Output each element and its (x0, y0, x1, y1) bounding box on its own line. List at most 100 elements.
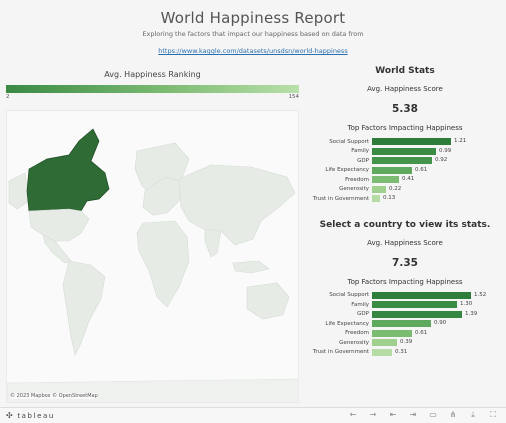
world-factors-title: Top Factors Impacting Happiness (347, 124, 463, 132)
factor-label: GDP (357, 157, 369, 164)
world-score-label: Avg. Happiness Score (367, 85, 443, 93)
redo-icon[interactable]: → (369, 410, 377, 419)
factor-value: 0.13 (383, 195, 396, 202)
factor-row[interactable]: Life Expectancy 0.90 (310, 319, 500, 329)
tableau-logo-icon: ✣ (6, 411, 15, 420)
world-map-canvas[interactable] (7, 111, 299, 403)
factor-value: 0.90 (434, 320, 447, 327)
world-score-value: 5.38 (392, 103, 418, 115)
factor-row[interactable]: Social Support 1.52 (310, 291, 500, 301)
factor-bar[interactable] (372, 176, 399, 184)
factor-label: GDP (357, 311, 369, 318)
factor-label: Life Expectancy (325, 167, 369, 174)
factor-row[interactable]: Trust in Government 0.31 (310, 348, 500, 358)
factor-bar[interactable] (372, 166, 412, 174)
factor-row[interactable]: Family 0.99 (310, 147, 500, 157)
factor-bar[interactable] (372, 320, 431, 328)
factor-label: Freedom (345, 176, 369, 183)
factor-bar[interactable] (372, 339, 397, 347)
ranking-color-scale (6, 85, 299, 93)
pause-icon[interactable]: ⇥ (409, 410, 417, 419)
page-title: World Happiness Report (160, 9, 346, 27)
factor-label: Trust in Government (312, 349, 369, 356)
ranking-title: Avg. Happiness Ranking (104, 70, 201, 79)
stats-panel: World Stats Avg. Happiness Score 5.38 To… (310, 66, 500, 357)
factor-row[interactable]: GDP 1.39 (310, 310, 500, 320)
factor-value: 0.99 (439, 147, 452, 154)
factor-value: 0.61 (415, 329, 428, 336)
factor-row[interactable]: Family 1.30 (310, 300, 500, 310)
factor-row[interactable]: Generosity 0.39 (310, 338, 500, 348)
toolbar-icons: ← → ⇤ ⇥ ▭ ⋔ ⤓ ⛶ (348, 410, 498, 420)
country-alaska[interactable] (8, 172, 30, 210)
factor-bar[interactable] (372, 195, 380, 203)
factor-bar[interactable] (372, 138, 451, 146)
country-score-value: 7.35 (392, 256, 418, 269)
factor-row[interactable]: Trust in Government 0.13 (310, 194, 500, 204)
undo-icon[interactable]: ← (349, 410, 357, 419)
world-map[interactable]: © 2023 Mapbox © OpenStreetMap (6, 110, 299, 403)
factor-value: 0.31 (395, 348, 408, 355)
factor-label: Generosity (339, 186, 369, 193)
download-icon[interactable]: ⤓ (471, 410, 475, 419)
factor-bar[interactable] (372, 157, 432, 165)
factor-value: 0.92 (435, 157, 448, 164)
tableau-logo[interactable]: ✣ tableau (6, 411, 55, 420)
factor-value: 1.30 (460, 301, 473, 308)
factor-value: 1.21 (454, 138, 467, 145)
factor-bar[interactable] (372, 348, 392, 356)
continent-antarctica[interactable] (7, 378, 299, 403)
factor-label: Social Support (329, 138, 369, 145)
factor-row[interactable]: Life Expectancy 0.61 (310, 166, 500, 176)
dashboard-header: World Happiness Report Exploring the fac… (0, 0, 506, 57)
factor-value: 0.22 (389, 185, 402, 192)
factor-value: 1.52 (474, 291, 487, 298)
factor-bar[interactable] (372, 147, 436, 155)
factor-value: 0.61 (415, 166, 428, 173)
map-credit[interactable]: © 2023 Mapbox © OpenStreetMap (10, 393, 98, 399)
ranking-min-label: 2 (6, 94, 10, 100)
factor-label: Freedom (345, 330, 369, 337)
factor-label: Generosity (339, 339, 369, 346)
tableau-logo-text: tableau (17, 411, 55, 420)
country-australia[interactable] (246, 282, 290, 320)
factor-row[interactable]: Freedom 0.61 (310, 329, 500, 339)
factor-bar[interactable] (372, 185, 386, 193)
world-stats-title: World Stats (375, 66, 435, 76)
share-icon[interactable]: ⋔ (449, 410, 457, 419)
ranking-max-label: 154 (288, 94, 300, 100)
factor-bar[interactable] (372, 329, 412, 337)
fullscreen-icon[interactable]: ⛶ (490, 410, 496, 419)
factor-bar[interactable] (372, 310, 462, 318)
factor-row[interactable]: Generosity 0.22 (310, 185, 500, 195)
country-indonesia[interactable] (232, 260, 270, 274)
factor-value: 1.39 (465, 310, 478, 317)
factor-label: Family (351, 148, 369, 155)
continent-asia[interactable] (178, 164, 296, 246)
comment-icon[interactable]: ▭ (429, 410, 437, 419)
page-subtitle: Exploring the factors that impact our ha… (142, 30, 364, 38)
country-usa[interactable] (28, 208, 90, 242)
factor-bar[interactable] (372, 291, 471, 299)
continent-africa[interactable] (136, 220, 190, 308)
country-factors-chart: Social Support 1.52 Family 1.30 GDP 1.39 Life … (310, 291, 500, 358)
factor-row[interactable]: GDP 0.92 (310, 156, 500, 166)
ranking-legend: Avg. Happiness Ranking 2 154 (6, 70, 299, 100)
factor-label: Trust in Government (312, 195, 369, 202)
factor-bar[interactable] (372, 301, 457, 309)
continent-south-america[interactable] (62, 260, 106, 356)
revert-icon[interactable]: ⇤ (389, 410, 397, 419)
country-canada[interactable] (26, 128, 110, 212)
world-factors-chart: Social Support 1.21 Family 0.99 GDP 0.92 Life … (310, 137, 500, 204)
factor-label: Social Support (329, 292, 369, 299)
factor-row[interactable]: Freedom 0.41 (310, 175, 500, 185)
continent-europe[interactable] (142, 176, 182, 216)
country-mexico[interactable] (42, 234, 72, 264)
factor-row[interactable]: Social Support 1.21 (310, 137, 500, 147)
factor-label: Family (351, 301, 369, 308)
country-score-label: Avg. Happiness Score (367, 238, 443, 247)
country-india[interactable] (204, 228, 222, 258)
country-factors-title: Top Factors Impacting Happiness (347, 277, 463, 286)
country-stats-title: Select a country to view its stats. (319, 219, 491, 230)
dataset-link[interactable]: https://www.kaggle.com/datasets/unsdsn/w… (158, 47, 348, 55)
